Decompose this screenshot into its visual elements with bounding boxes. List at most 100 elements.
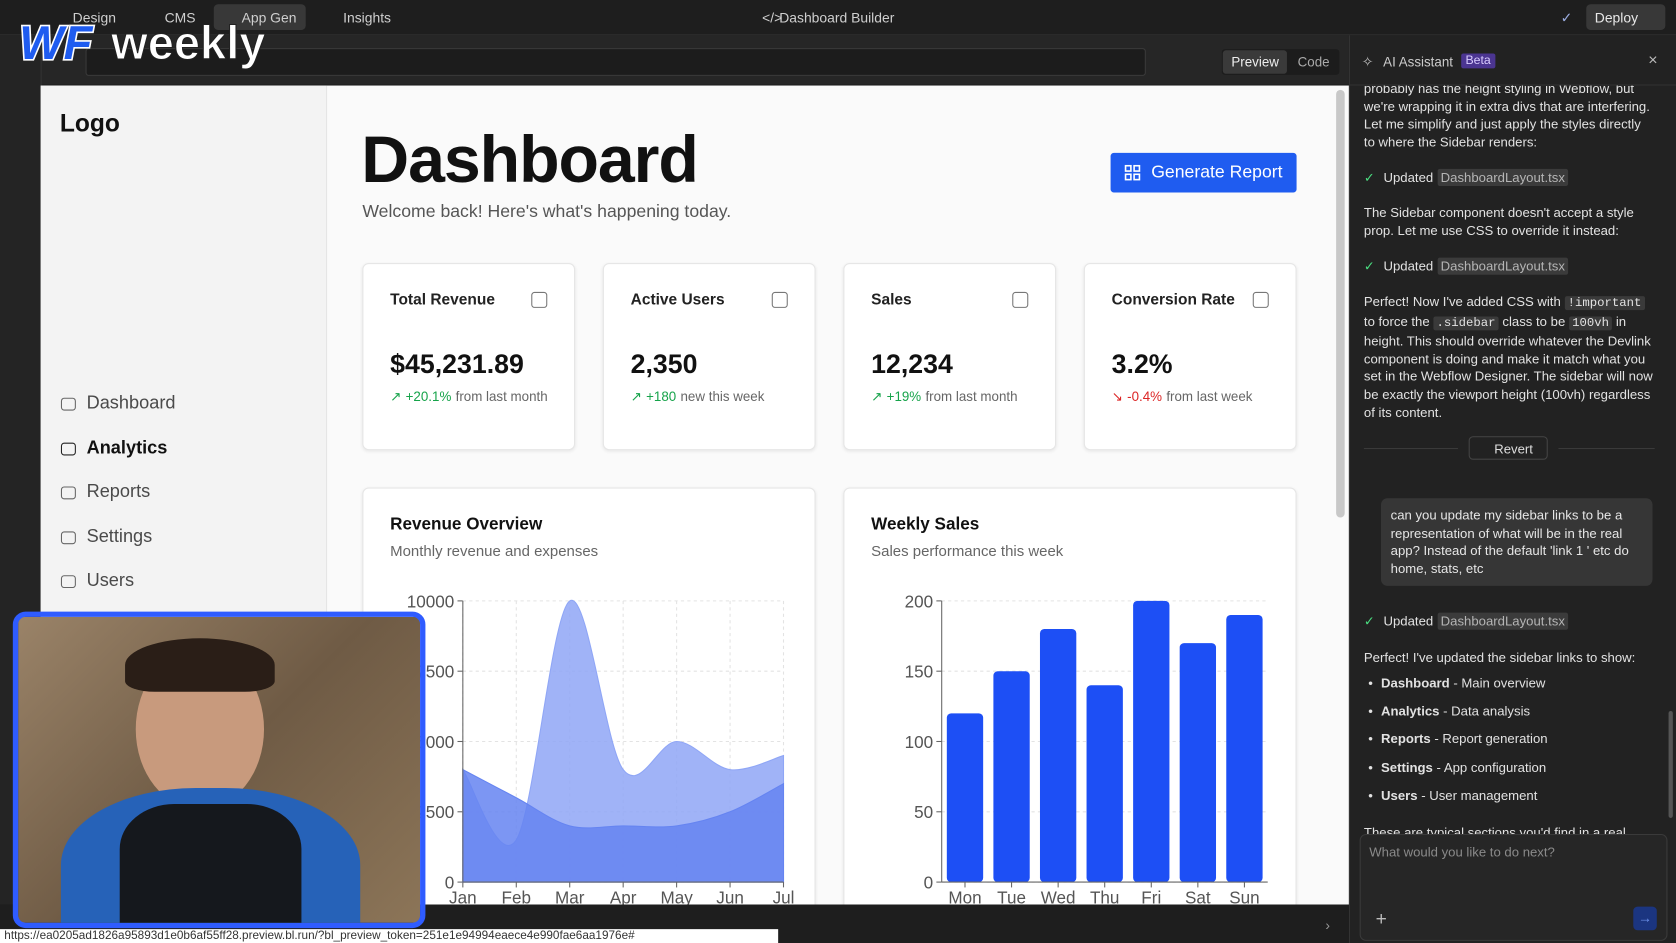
y-tick-label: 150	[905, 663, 934, 682]
grid-icon	[1124, 164, 1141, 181]
status-row: ✓ Updated DashboardLayout.tsx	[1364, 168, 1655, 187]
hair	[125, 638, 275, 692]
top-tab[interactable]: CMS	[164, 9, 196, 26]
link-icon	[60, 486, 76, 500]
x-tick-label: Wed	[1041, 888, 1076, 907]
panel-scrollbar	[1668, 711, 1673, 818]
check-icon: ✓	[1363, 258, 1375, 274]
x-tick-label: Jun	[716, 888, 744, 907]
divider	[1558, 447, 1655, 450]
item-label: Users	[1381, 787, 1418, 803]
chat-input[interactable]	[1359, 833, 1668, 941]
top-tab[interactable]: Design	[72, 9, 116, 26]
card-title: Conversion Rate	[1111, 291, 1235, 309]
close-icon[interactable]: ×	[1648, 51, 1658, 70]
link-icon	[60, 397, 76, 411]
assistant-panel	[1348, 35, 1676, 943]
status-label: Updated	[1383, 258, 1434, 274]
sidebar-logo: Logo	[59, 109, 120, 137]
toggle-active	[1222, 50, 1287, 74]
inline-code: 100vh	[1568, 316, 1613, 330]
x-tick-label: May	[660, 888, 693, 907]
bar	[1226, 614, 1263, 883]
add-icon[interactable]: +	[1375, 907, 1387, 930]
card-icon	[771, 291, 788, 308]
card-change: +20.1%	[405, 389, 452, 405]
stat-card: Total Revenue $45,231.89 ↗ +20.1% from last …	[362, 263, 576, 451]
assistant-title: AI Assistant	[1383, 54, 1453, 70]
x-tick-label: Sat	[1185, 888, 1211, 907]
page-subtitle: Welcome back! Here's what's happening to…	[362, 202, 732, 222]
inline-code: .sidebar	[1433, 316, 1499, 330]
card-icon	[531, 291, 548, 308]
generate-report-button[interactable]	[1110, 152, 1297, 193]
sidebar-link[interactable]: Dashboard	[86, 392, 176, 413]
list-item: • Analytics - Data analysis	[1364, 703, 1672, 721]
card-note: from last week	[1166, 389, 1253, 405]
item-text: - Report generation	[1430, 731, 1548, 747]
sidebar-link[interactable]: Analytics	[86, 436, 168, 458]
chart-subtitle: Monthly revenue and expenses	[390, 542, 599, 560]
sidebar-link[interactable]: Reports	[86, 481, 151, 502]
text-run: Perfect! I've updated the sidebar links …	[1363, 650, 1636, 666]
sidebar-link[interactable]: Settings	[86, 525, 153, 547]
card-change-row: ↗ +20.1% from last month	[390, 389, 550, 405]
project-icon: </>	[762, 9, 783, 26]
bullet: •	[1368, 675, 1373, 691]
send-button[interactable]: →	[1633, 906, 1657, 931]
x-tick-label: Feb	[502, 888, 531, 907]
text-run: class to be	[1498, 313, 1569, 329]
chat-placeholder[interactable]: What would you like to do next?	[1369, 844, 1555, 860]
trend-arrow: ↗	[630, 389, 642, 405]
preview-button[interactable]: Preview	[1231, 54, 1279, 70]
stat-card: Active Users 2,350 ↗ +180 new this week	[602, 263, 816, 451]
chart-subtitle: Sales performance this week	[871, 542, 1064, 560]
card-value: 3.2%	[1111, 349, 1173, 380]
active-tab-bg	[213, 4, 306, 30]
status-row: ✓ Updated DashboardLayout.tsx	[1363, 257, 1655, 276]
status-label: Updated	[1383, 170, 1434, 185]
project-name[interactable]: Dashboard Builder	[779, 9, 895, 26]
card-note: new this week	[680, 389, 765, 405]
text-run: Perfect! Now I've added CSS with	[1363, 294, 1565, 309]
canvas: Logo Dashboard Welcome back! Here's what…	[40, 85, 1349, 907]
generate-report-label[interactable]: Generate Report	[1151, 162, 1283, 182]
x-tick-label: Fri	[1141, 888, 1161, 907]
y-tick-label: 2500	[416, 803, 454, 822]
card-change: +180	[646, 389, 677, 405]
card-change-row: ↗ +180 new this week	[631, 389, 791, 405]
deploy-button[interactable]: Deploy	[1594, 9, 1639, 26]
deploy-bg	[1586, 4, 1666, 30]
y-tick-label: 0	[445, 874, 455, 893]
top-tab[interactable]: App Gen	[241, 9, 297, 26]
user-message: can you update my sidebar links to be a …	[1381, 498, 1653, 587]
trend-arrow: ↗	[390, 389, 402, 405]
item-text: - App configuration	[1432, 759, 1547, 775]
vest	[119, 804, 302, 923]
top-tab[interactable]: Insights	[343, 9, 392, 26]
check-icon: ✓	[1560, 9, 1573, 26]
card-title: Total Revenue	[390, 291, 495, 309]
bar	[1133, 600, 1170, 883]
webcam	[12, 611, 426, 929]
chart-title: Revenue Overview	[390, 515, 543, 534]
status-label: Updated	[1383, 613, 1434, 629]
inline-code: !important	[1564, 296, 1645, 311]
x-tick-label: Tue	[997, 888, 1026, 907]
page-title: Dashboard	[361, 122, 699, 197]
x-tick-label: Apr	[610, 888, 637, 907]
card-change-row: ↗ +19% from last month	[871, 389, 1031, 405]
bar	[946, 713, 984, 883]
bullet: •	[1368, 787, 1373, 803]
x-tick-label: Jan	[449, 888, 477, 907]
code-button[interactable]: Code	[1297, 54, 1330, 70]
revert-button[interactable]: Revert	[1468, 436, 1548, 460]
bullet: •	[1368, 731, 1373, 747]
bar	[1086, 685, 1123, 883]
assistant-text: The Sidebar component doesn't accept a s…	[1364, 204, 1655, 239]
text-run: in height. This should override whatever…	[1363, 313, 1653, 420]
url-input[interactable]	[85, 48, 1146, 76]
trend-arrow: ↗	[871, 389, 883, 405]
sidebar-link[interactable]: Users	[86, 570, 135, 591]
expand-icon[interactable]: ›	[1325, 917, 1331, 934]
